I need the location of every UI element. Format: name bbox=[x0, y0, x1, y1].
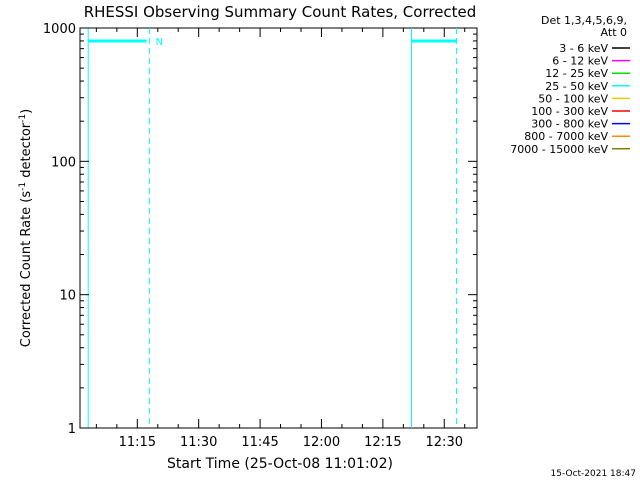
y-axis-label-mid: detector bbox=[19, 122, 34, 182]
legend-header: Att 0 bbox=[601, 26, 627, 39]
vertical-markers: N bbox=[87, 28, 458, 428]
y-tick-label: 1 bbox=[68, 422, 76, 437]
legend-entry: 50 - 100 keV bbox=[538, 92, 608, 105]
y-axis-label-sup1: -1 bbox=[18, 182, 28, 191]
x-axis: 11:15 11:30 11:45 12:00 12:15 12:30 bbox=[95, 28, 466, 450]
y-axis-label-end: ) bbox=[19, 109, 34, 114]
legend-entry: 100 - 300 keV bbox=[531, 105, 608, 118]
legend-entry: 3 - 6 keV bbox=[559, 42, 608, 55]
x-tick-label: 12:00 bbox=[303, 435, 340, 450]
y-tick-label: 1000 bbox=[43, 22, 76, 37]
y-axis-label: Corrected Count Rate (s-1 detector-1) bbox=[18, 109, 34, 347]
plot-area bbox=[79, 27, 478, 429]
chart-title: RHESSI Observing Summary Count Rates, Co… bbox=[84, 3, 477, 21]
y-axis-label-sup2: -1 bbox=[18, 114, 28, 123]
x-tick-label: 12:30 bbox=[426, 435, 463, 450]
plot-border bbox=[79, 27, 478, 429]
legend-entry: 12 - 25 keV bbox=[545, 67, 608, 80]
legend-entry: 300 - 800 keV bbox=[531, 118, 608, 131]
y-tick-label: 100 bbox=[51, 155, 76, 170]
legend-entry: 25 - 50 keV bbox=[545, 80, 608, 93]
legend-entry: 800 - 7000 keV bbox=[524, 130, 608, 143]
legend-entry: 7000 - 15000 keV bbox=[510, 143, 608, 156]
legend-entry: 6 - 12 keV bbox=[552, 55, 608, 68]
y-axis-label-text: Corrected Count Rate (s bbox=[19, 191, 34, 348]
y-tick-label: 10 bbox=[59, 289, 76, 304]
timestamp: 15-Oct-2021 18:47 bbox=[551, 469, 636, 479]
flag-label: N bbox=[156, 37, 163, 48]
y-axis: 1 10 100 1000 bbox=[43, 22, 477, 437]
x-axis-label: Start Time (25-Oct-08 11:01:02) bbox=[167, 456, 393, 472]
x-tick-label: 12:15 bbox=[364, 435, 401, 450]
x-tick-label: 11:30 bbox=[180, 435, 217, 450]
legend-header: Det 1,3,4,5,6,9, bbox=[541, 14, 627, 27]
x-tick-label: 11:15 bbox=[119, 435, 156, 450]
x-tick-label: 11:45 bbox=[241, 435, 278, 450]
